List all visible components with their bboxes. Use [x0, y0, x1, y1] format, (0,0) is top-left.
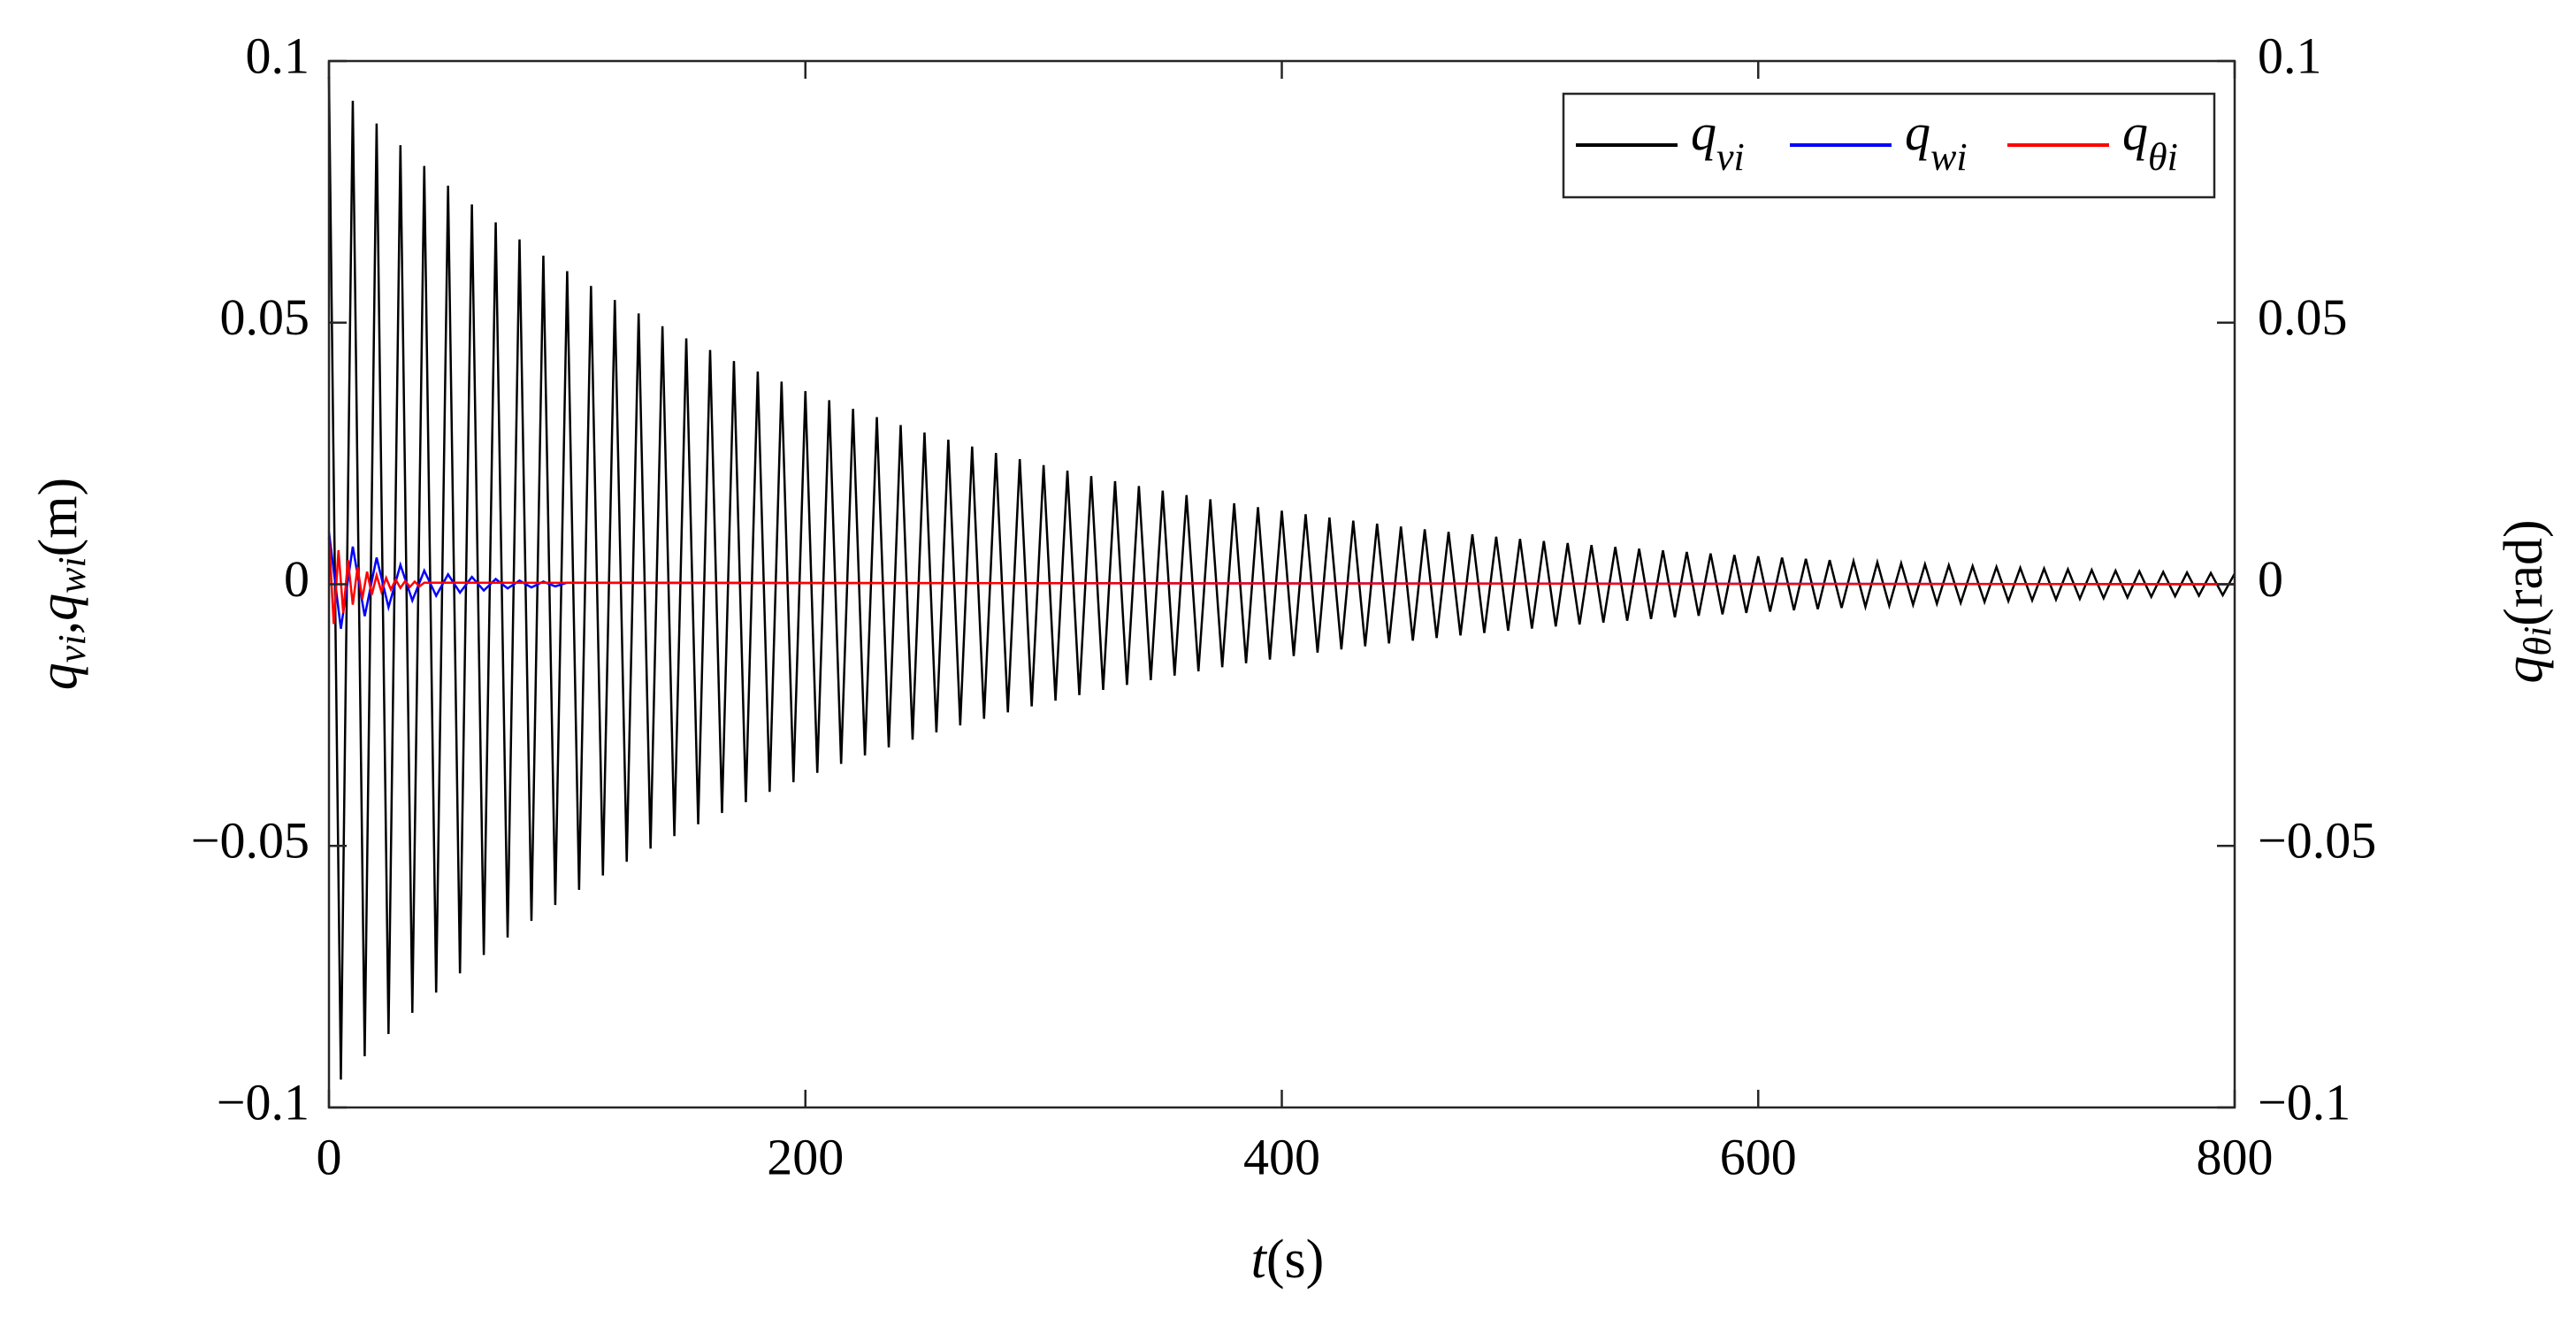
plot-area: 0 200 400 600 800−0.1−0.0500.050.1−0.1−0.050…	[191, 27, 2376, 1185]
y-tick-label: −0.05	[191, 812, 310, 870]
x-tick-label: 400	[1243, 1128, 1320, 1185]
y2-tick-label: 0.05	[2258, 288, 2348, 346]
legend-subscript: θi	[2148, 135, 2178, 179]
legend-name: q	[2122, 103, 2148, 161]
x-axis-label: t(s)	[1251, 1230, 1325, 1290]
x-tick-label: 600	[1720, 1128, 1797, 1185]
x-tick-label: 800	[2197, 1128, 2274, 1185]
y2-tick-label: −0.05	[2258, 812, 2376, 870]
y2-tick-label: 0.1	[2258, 27, 2322, 84]
legend-subscript: vi	[1716, 135, 1745, 179]
y-tick-label: 0.1	[246, 27, 310, 84]
legend-label: qvi	[1691, 103, 1745, 179]
x-tick-label: 200	[767, 1128, 844, 1185]
x-tick-label: 0	[317, 1128, 342, 1185]
legend-name: q	[1905, 103, 1930, 161]
y-tick-label: 0	[284, 550, 310, 608]
legend-label: qθi	[2122, 103, 2178, 179]
y2-tick-label: 0	[2258, 550, 2283, 608]
legend: qvi qwi qθi	[1562, 92, 2216, 199]
y-axis-label: qvi,qwi(m)	[28, 478, 94, 690]
legend-label: qwi	[1905, 103, 1968, 179]
legend-name: q	[1691, 103, 1716, 161]
data-line	[327, 76, 2236, 1080]
y-tick-label: 0.05	[220, 288, 310, 346]
y-tick-label: −0.1	[217, 1073, 310, 1130]
data-line	[327, 537, 2236, 625]
legend-subscript: wi	[1930, 135, 1968, 179]
y2-axis-label: qθi(rad)	[2494, 519, 2559, 683]
y2-tick-label: −0.1	[2258, 1073, 2351, 1130]
